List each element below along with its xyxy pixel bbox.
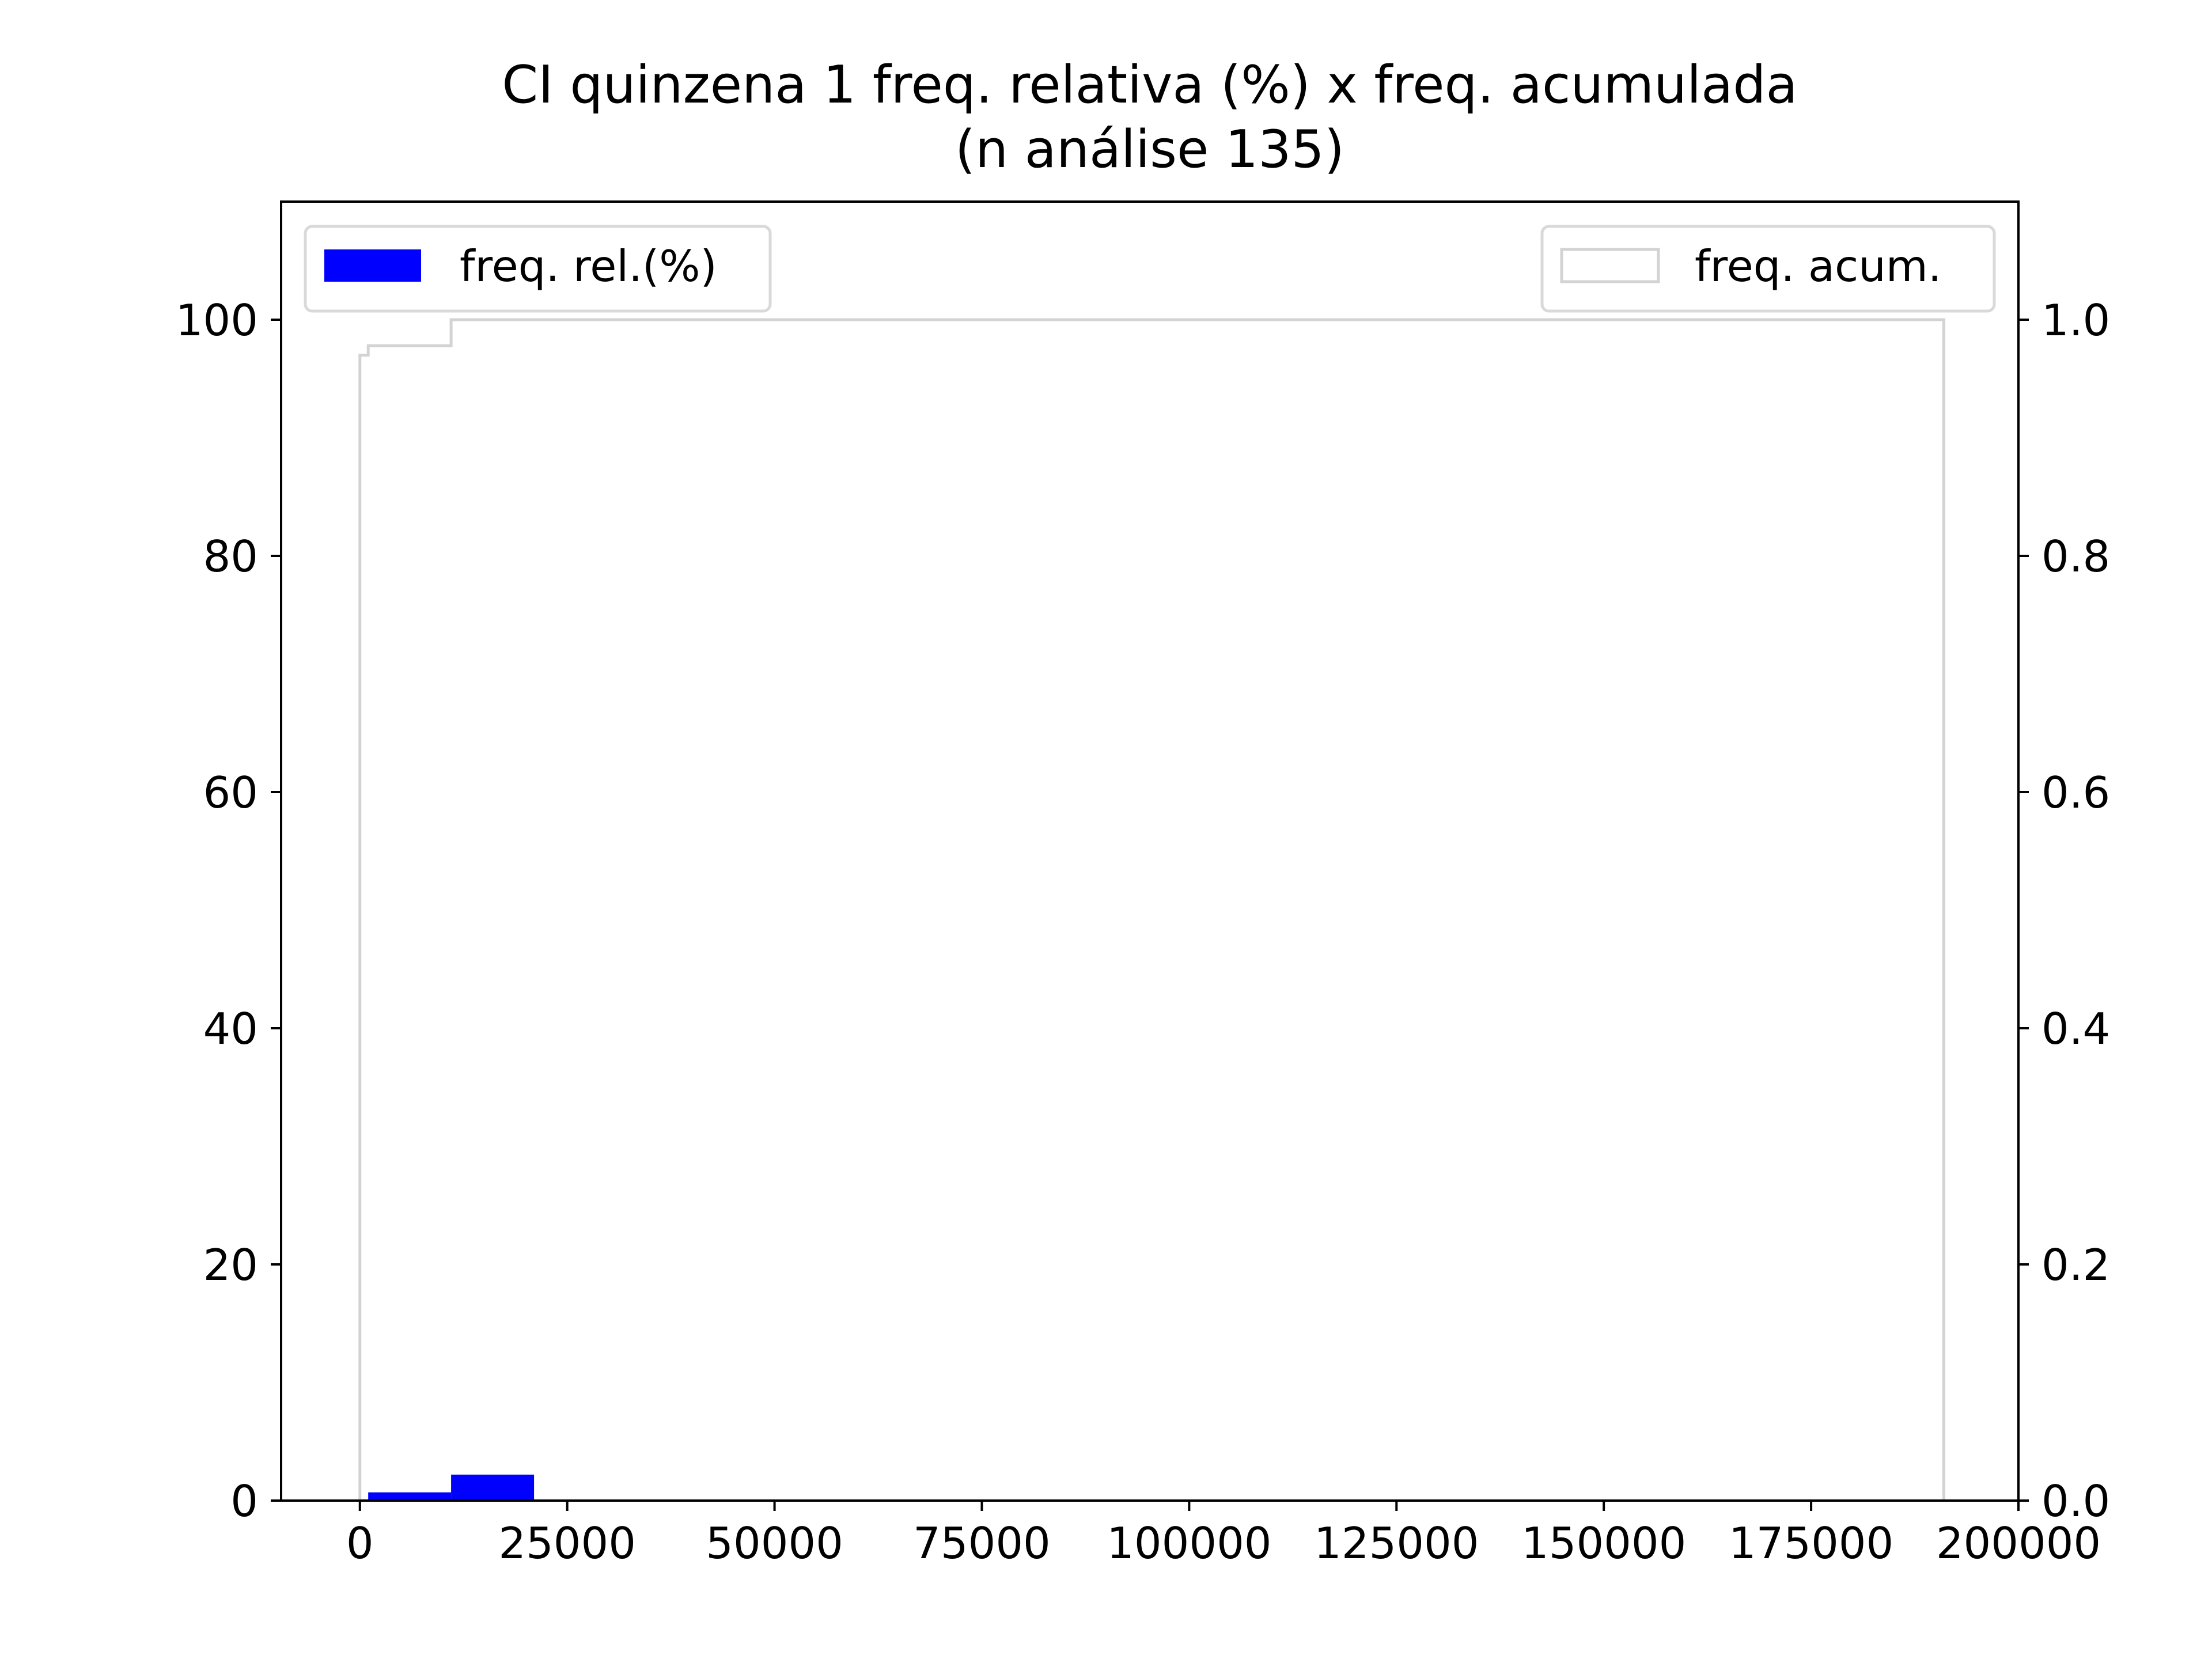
right-y-tick-label: 0.6: [2041, 767, 2110, 818]
right-y-tick-label: 0.8: [2041, 531, 2110, 582]
legend-freq-rel-swatch: [324, 249, 421, 282]
left-y-tick-label: 100: [176, 295, 258, 346]
histogram-bar-2: [451, 1474, 535, 1501]
left-y-tick-label: 0: [230, 1476, 258, 1527]
left-y-tick-label: 60: [203, 767, 258, 818]
x-tick-label: 125000: [1314, 1518, 1479, 1569]
right-y-tick-label: 0.4: [2041, 1003, 2110, 1054]
legend-freq-rel-label: freq. rel.(%): [460, 241, 717, 291]
left-y-tick-label: 20: [203, 1240, 258, 1290]
plot-frame: [280, 200, 2020, 1502]
x-tick-label: 200000: [1936, 1518, 2101, 1569]
right-y-tick-label: 0.2: [2041, 1240, 2110, 1290]
left-y-axis: 0 20 40 60 80 100: [176, 295, 281, 1527]
x-tick-label: 75000: [913, 1518, 1051, 1569]
legend-freq-rel-box: [304, 225, 772, 313]
x-axis: 0 25000 50000 75000 100000 125000 150000 175000…: [346, 1501, 2101, 1569]
cumulative-frequency-line: [358, 318, 1945, 1501]
x-tick-label: 150000: [1521, 1518, 1686, 1569]
histogram-bar-1: [368, 1492, 452, 1501]
x-tick-label: 175000: [1729, 1518, 1893, 1569]
chart-title: CI quinzena 1 freq. relativa (%) x freq.…: [502, 55, 1797, 115]
legend-freq-acum: freq. acum.: [1540, 225, 1996, 313]
x-tick-label: 50000: [706, 1518, 843, 1569]
chart-subtitle: (n análise 135): [955, 119, 1344, 180]
x-tick-label: 0: [346, 1518, 374, 1569]
right-y-tick-label: 0.0: [2041, 1476, 2110, 1527]
left-y-tick-label: 80: [203, 531, 258, 582]
relative-frequency-bars-layer: [368, 1474, 535, 1501]
x-tick-label: 100000: [1107, 1518, 1271, 1569]
legend-freq-acum-box: [1540, 225, 1996, 313]
left-y-tick-label: 40: [203, 1003, 258, 1054]
cumulative-series-layer: [358, 318, 1945, 1501]
legend-freq-acum-label: freq. acum.: [1695, 241, 1942, 291]
right-y-axis: 0.0 0.2 0.4 0.6 0.8 1.0: [2018, 295, 2110, 1527]
legend-freq-acum-swatch: [1560, 248, 1660, 283]
legend-freq-rel: freq. rel.(%): [304, 225, 772, 313]
right-y-tick-label: 1.0: [2041, 295, 2110, 346]
x-tick-label: 25000: [498, 1518, 636, 1569]
